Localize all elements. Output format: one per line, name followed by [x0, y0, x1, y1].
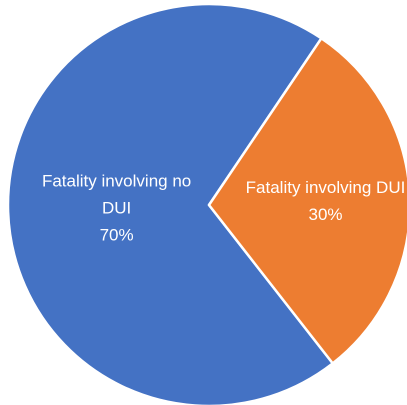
pie-slice: [6, 2, 334, 405]
pie-slice: [207, 37, 407, 365]
slice-label: Fatality involving no DUI 70%: [27, 168, 207, 249]
category-label: Fatality involving no DUI: [41, 171, 192, 218]
slice-label: Fatality involving DUI 30%: [241, 174, 407, 228]
category-label: Fatality involving DUI: [245, 177, 406, 197]
value-label: 70%: [99, 225, 134, 245]
value-label: 30%: [308, 204, 343, 224]
